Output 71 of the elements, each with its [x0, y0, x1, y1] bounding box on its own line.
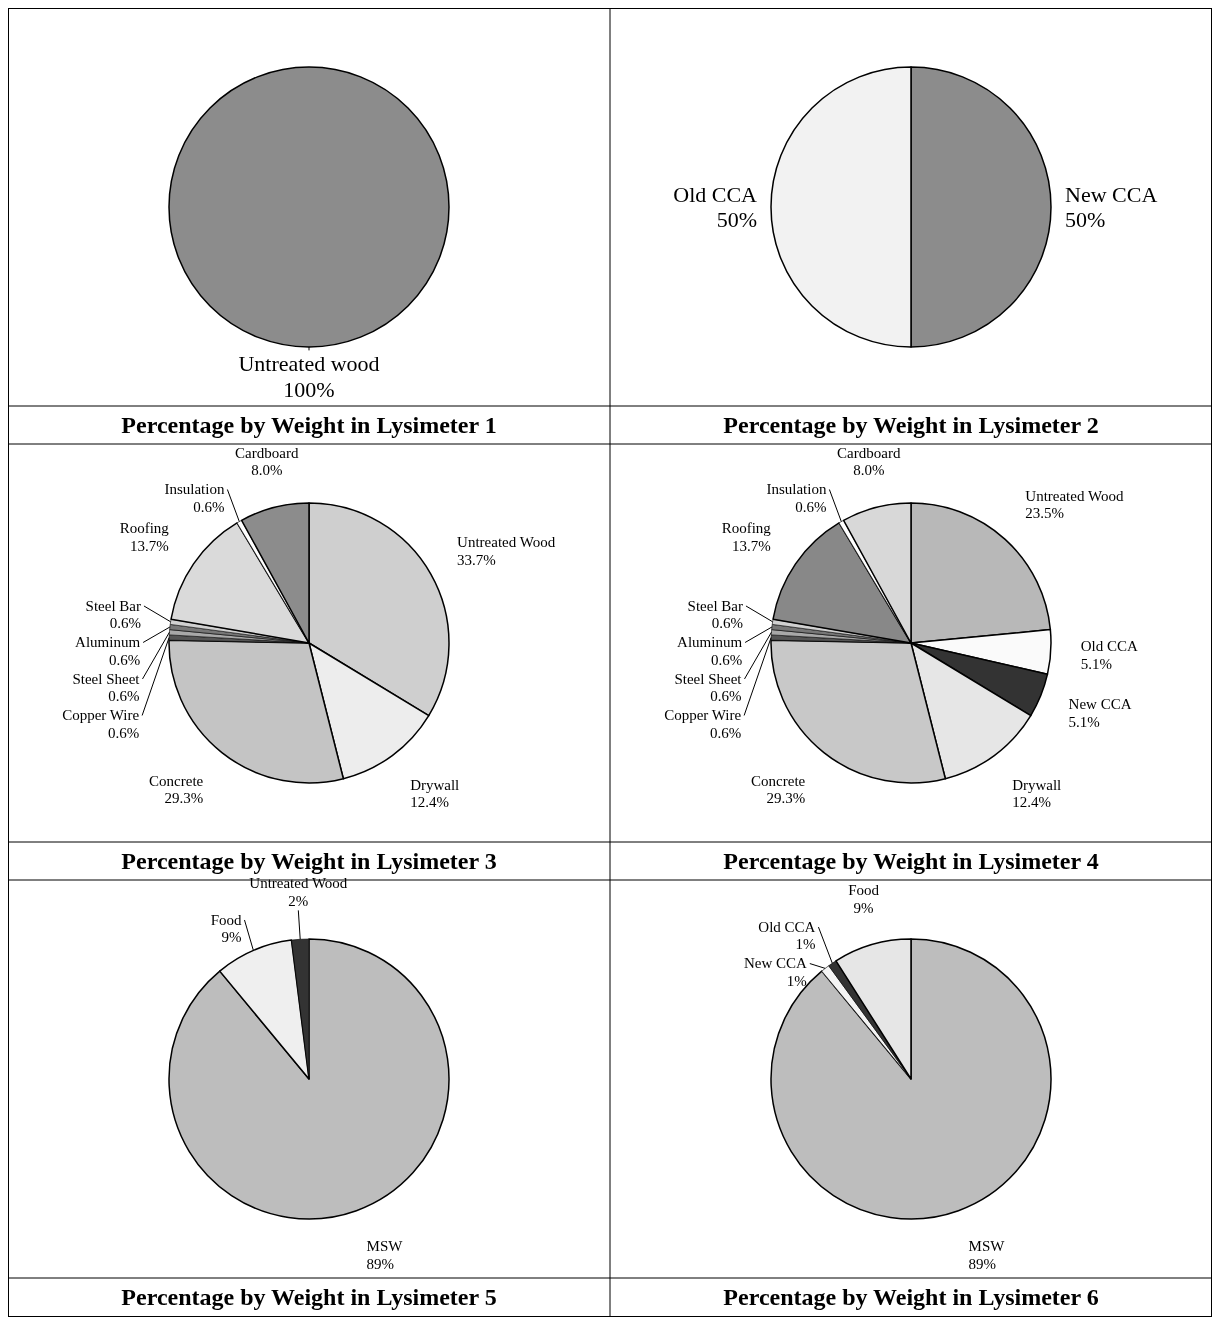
slice-label: New CCA: [1065, 181, 1158, 207]
data-label: 12.4%: [410, 794, 449, 811]
slice-label: Aluminum: [677, 634, 743, 651]
data-label: 0.6%: [710, 651, 743, 668]
data-label: 0.6%: [108, 651, 141, 668]
data-label: 9%: [221, 929, 242, 946]
data-label: 0.6%: [193, 498, 225, 515]
data-label: 29.3%: [766, 790, 806, 807]
data-label: 50%: [1065, 206, 1106, 232]
slice-label: Copper Wire: [664, 707, 742, 724]
slice-label: Untreated Wood: [457, 534, 556, 551]
slice-label: New CCA: [743, 955, 807, 972]
slice-label: New CCA: [1068, 696, 1132, 713]
text: Percentage by Weight in Lysimeter 5: [121, 1284, 497, 1310]
slice-label: Concrete: [751, 772, 806, 789]
slice-label: Untreated Wood: [249, 875, 348, 892]
data-label: 0.6%: [709, 724, 742, 741]
data-label: 23.5%: [1025, 504, 1065, 521]
data-label: 1%: [786, 972, 807, 989]
slice-label: MSW: [968, 1238, 1006, 1255]
slice-label: Drywall: [1012, 776, 1062, 793]
slice-label: Steel Bar: [687, 597, 743, 614]
slice-label: Cardboard: [235, 444, 299, 461]
data-label: 33.7%: [457, 551, 496, 568]
slice-label: Old CCA: [1080, 638, 1138, 655]
slice-label: Untreated Wood: [1025, 487, 1124, 504]
data-label: 9%: [853, 899, 874, 916]
data-label: 89%: [366, 1255, 395, 1272]
data-label: 89%: [968, 1255, 997, 1272]
slice-label: Cardboard: [837, 444, 901, 461]
data-label: 0.6%: [710, 688, 742, 705]
data-label: 0.6%: [795, 498, 827, 515]
slice-label: Untreated wood: [238, 351, 380, 377]
data-label: 50%: [716, 206, 757, 232]
text: Percentage by Weight in Lysimeter 6: [723, 1284, 1099, 1310]
slice-label: Concrete: [149, 772, 204, 789]
data-label: 5.1%: [1068, 713, 1100, 730]
slice-label: MSW: [366, 1238, 404, 1255]
slice-label: Insulation: [766, 481, 827, 498]
slice-label: Steel Sheet: [72, 670, 141, 687]
data-label: 8.0%: [853, 462, 885, 479]
pie-slice: [770, 938, 1052, 1220]
text: Percentage by Weight in Lysimeter 2: [723, 412, 1099, 438]
slice-label: Steel Sheet: [674, 670, 743, 687]
slice-label: Aluminum: [75, 634, 141, 651]
data-label: 0.6%: [109, 615, 141, 632]
slice-label: Roofing: [721, 520, 772, 537]
slice-label: Steel Bar: [85, 597, 141, 614]
text: Percentage by Weight in Lysimeter 3: [121, 848, 497, 874]
slice-label: Roofing: [119, 520, 170, 537]
data-label: 2%: [288, 892, 309, 909]
data-label: 0.6%: [711, 615, 743, 632]
text: Percentage by Weight in Lysimeter 4: [723, 848, 1099, 874]
data-label: 1%: [795, 936, 816, 953]
data-label: 12.4%: [1012, 794, 1051, 811]
data-label: 0.6%: [107, 724, 140, 741]
text: Percentage by Weight in Lysimeter 1: [121, 412, 497, 438]
slice-label: Food: [210, 911, 242, 928]
slice-label: Copper Wire: [62, 707, 140, 724]
data-label: 29.3%: [164, 790, 204, 807]
slice-label: Insulation: [164, 481, 225, 498]
data-label: 100%: [283, 376, 335, 402]
slice-label: Old CCA: [758, 918, 816, 935]
slice-label: Drywall: [410, 776, 460, 793]
data-label: 8.0%: [251, 462, 283, 479]
data-label: 5.1%: [1080, 655, 1112, 672]
data-label: 0.6%: [108, 688, 140, 705]
data-label: 13.7%: [130, 537, 169, 554]
slice-label: Food: [848, 882, 880, 899]
data-label: 13.7%: [732, 537, 771, 554]
slice-label: Old CCA: [673, 181, 758, 207]
